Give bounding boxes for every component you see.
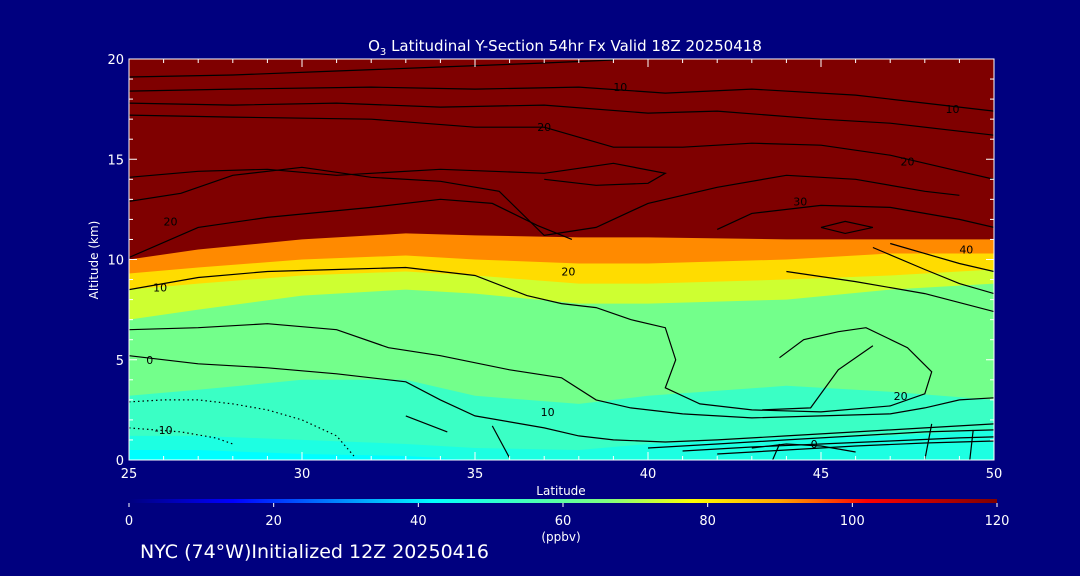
y-tick-label: 0 [116,454,124,469]
axes: 25 30 35 40 45 50 0 5 10 15 20 [107,53,1002,482]
contour-line [969,429,974,460]
contour-line [405,415,448,433]
contour-line [129,102,994,136]
contour-label: 10 [945,103,959,116]
contour-labels: 10 20 10 20 30 20 20 10 0 20 10 -10 40 0 [146,81,973,451]
contour-lines [129,59,994,460]
contour-line [751,443,856,453]
contour-line [129,166,960,237]
y-tick-label: 5 [116,354,124,369]
colorbar-tick-label: 20 [265,514,282,529]
contour-line [924,423,933,460]
chart-title: O3 Latitudinal Y-Section 54hr Fx Valid 1… [368,37,762,58]
contour-label: 30 [793,195,807,208]
contour-label: 20 [901,155,915,168]
contour-line [717,440,994,455]
title-species: O [368,37,380,55]
contour-line [129,399,355,457]
y-tick-label: 15 [107,153,124,168]
contour-line [872,246,994,295]
x-tick-label: 50 [986,467,1003,482]
contour-line [820,220,874,235]
colorbar-tick-label: 100 [840,514,865,529]
colorbar-tick-label: 60 [555,514,572,529]
contour-label: 0 [811,438,818,451]
colorbar-tick-label: 0 [125,514,133,529]
contour-line [129,323,994,419]
contour-label: 20 [894,390,908,403]
contour-label: -10 [155,424,173,437]
contour-line [890,242,994,273]
contour-label: 10 [613,81,627,94]
colorbar-tick-label: 40 [410,514,427,529]
y-tick-label: 20 [107,53,124,68]
contour-line [129,59,614,78]
contour-label: 10 [541,406,555,419]
contour-label: 20 [561,266,575,279]
contour-line [129,355,994,443]
contour-line [129,114,994,180]
title-species-subscript: 3 [380,47,386,58]
colorbar [129,499,997,503]
contour-label: 40 [959,243,973,256]
x-tick-label: 25 [121,467,138,482]
contour-line [786,270,994,313]
colorbar-tick-label: 120 [985,514,1010,529]
contour-label: 20 [164,215,178,228]
contour-line [682,436,994,452]
contour-label: 20 [537,121,551,134]
colorbar-ticks: 0 20 40 60 80 100 120 [125,503,1010,529]
colorbar-label: (ppbv) [541,530,580,544]
contour-line [129,266,933,413]
y-tick-label: 10 [107,254,124,269]
x-tick-label: 45 [813,467,830,482]
x-axis-label: Latitude [536,484,585,498]
footer-text: NYC (74°W)Initialized 12Z 20250416 [140,541,489,563]
contour-line [716,204,994,230]
contour-line [129,198,573,259]
x-tick-label: 40 [640,467,657,482]
contour-label: 10 [153,282,167,295]
contour-line [772,443,781,460]
contour-line [129,86,994,112]
contour-label: 0 [146,354,153,367]
contour-line [129,162,667,186]
contour-line [762,345,874,411]
title-rest: Latitudinal Y-Section 54hr Fx Valid 18Z … [386,37,762,55]
ozone-field [129,59,994,460]
colorbar-tick-label: 80 [699,514,716,529]
contour-line [647,429,994,449]
y-axis-label: Altitude (km) [87,221,101,300]
contour-line [491,425,511,459]
x-tick-label: 35 [467,467,484,482]
x-tick-label: 30 [294,467,311,482]
